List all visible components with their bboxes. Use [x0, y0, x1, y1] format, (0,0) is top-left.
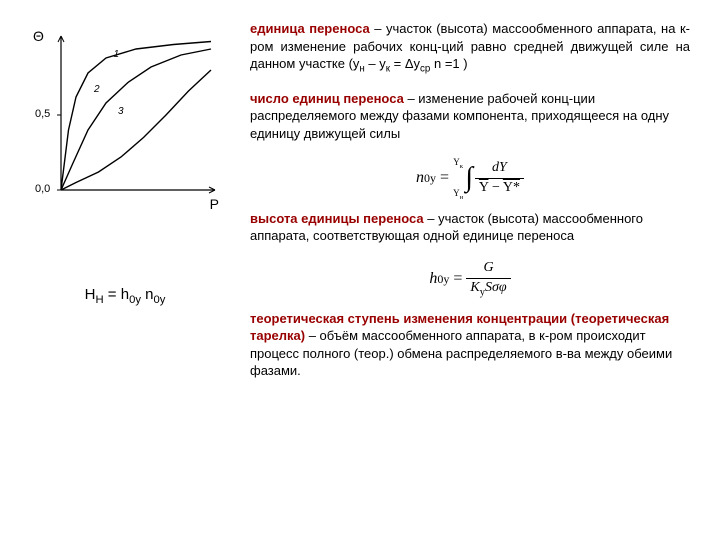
para-htu: высота единицы переноса – участок (высот…: [250, 210, 690, 245]
curve-label: 2: [94, 84, 100, 95]
para-transfer-unit: единица переноса – участок (высота) масс…: [250, 20, 690, 76]
para-number-transfer-units: число единиц переноса – изменение рабоче…: [250, 90, 690, 143]
x-axis-label: P: [210, 196, 219, 212]
curve-label: 3: [118, 106, 124, 117]
page: Θ P 0,0 0,5 1 2 3 HН = h0y n0y единица перен…: [0, 0, 720, 414]
curve-label: 1: [114, 49, 120, 60]
y-tick-label: 0,5: [35, 108, 50, 120]
text-column: единица переноса – участок (высота) масс…: [250, 20, 690, 394]
para-theoretical-plate: теоретическая ступень изменения концентр…: [250, 310, 690, 380]
adsorption-isotherm-chart: Θ P 0,0 0,5 1 2 3: [25, 26, 225, 226]
chart-svg: [25, 26, 225, 226]
height-equation: HН = h0y n0y: [20, 286, 230, 306]
y-tick-label: 0,0: [35, 183, 50, 195]
y-axis-label: Θ: [33, 28, 44, 44]
equation-ntu: n0y = Yк Yн ∫ dY Y − Y*: [250, 156, 690, 199]
equation-htu: h0y = G KySσφ: [250, 259, 690, 300]
left-column: Θ P 0,0 0,5 1 2 3 HН = h0y n0y: [20, 20, 230, 394]
